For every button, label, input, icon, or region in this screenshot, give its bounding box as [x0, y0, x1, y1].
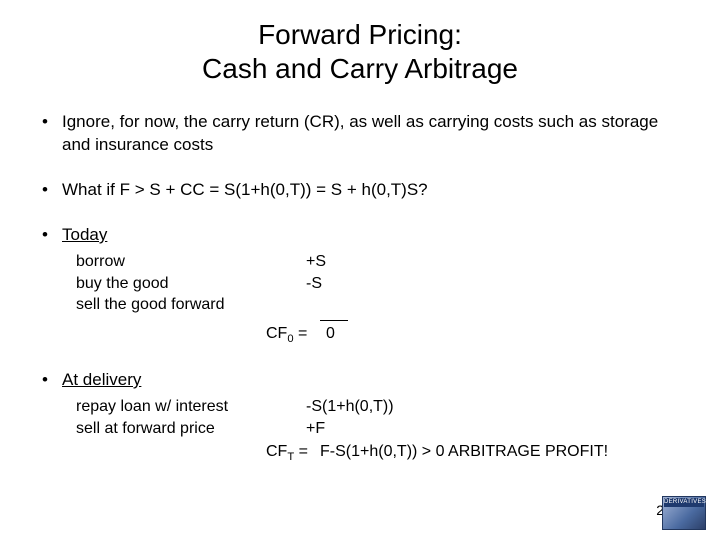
today-rule-row — [76, 316, 684, 321]
cf0-post: = — [294, 325, 308, 342]
today-buy-value: -S — [306, 273, 684, 295]
today-borrow-label: borrow — [76, 251, 306, 273]
today-row-borrow: borrow +S — [76, 251, 684, 273]
today-block: borrow +S buy the good -S sell the good … — [62, 251, 684, 347]
bullet-1: Ignore, for now, the carry return (CR), … — [36, 111, 684, 157]
bullet-list: Ignore, for now, the carry return (CR), … — [36, 111, 684, 465]
cft-post: = — [294, 443, 308, 460]
today-sellfwd-label: sell the good forward — [76, 294, 306, 316]
logo-tag-text: DERIVATIVES — [664, 498, 704, 507]
delivery-sell-label: sell at forward price — [76, 418, 306, 440]
spacer — [76, 441, 266, 465]
cf0-value: 0 — [320, 323, 684, 347]
title-line-2: Cash and Carry Arbitrage — [202, 53, 518, 84]
slide-title: Forward Pricing: Cash and Carry Arbitrag… — [36, 18, 684, 85]
bullet-2: What if F > S + CC = S(1+h(0,T)) = S + h… — [36, 179, 684, 202]
bullet-2-text: What if F > S + CC = S(1+h(0,T)) = S + h… — [62, 180, 428, 199]
today-sellfwd-value — [306, 294, 684, 316]
cf0-label: CF0 = — [266, 323, 320, 347]
today-cf-row: CF0 = 0 — [76, 323, 684, 347]
slide: Forward Pricing: Cash and Carry Arbitrag… — [0, 0, 720, 540]
cft-label: CFT = — [266, 441, 320, 465]
today-borrow-value: +S — [306, 251, 684, 273]
spacer — [76, 316, 320, 321]
cft-value: F-S(1+h(0,T)) > 0 ARBITRAGE PROFIT! — [320, 441, 684, 465]
today-row-sellfwd: sell the good forward — [76, 294, 684, 316]
title-line-1: Forward Pricing: — [258, 19, 462, 50]
cft-pre: CF — [266, 443, 287, 460]
cf0-pre: CF — [266, 325, 287, 342]
delivery-row-sell: sell at forward price +F — [76, 418, 684, 440]
bullet-1-text: Ignore, for now, the carry return (CR), … — [62, 112, 658, 154]
delivery-row-repay: repay loan w/ interest -S(1+h(0,T)) — [76, 396, 684, 418]
delivery-repay-label: repay loan w/ interest — [76, 396, 306, 418]
today-row-buy: buy the good -S — [76, 273, 684, 295]
today-heading: Today — [62, 225, 107, 244]
bullet-4-delivery: At delivery repay loan w/ interest -S(1+… — [36, 369, 684, 465]
delivery-sell-value: +F — [306, 418, 684, 440]
bullet-3-today: Today borrow +S buy the good -S sell the… — [36, 224, 684, 347]
sum-rule-icon — [320, 320, 348, 321]
delivery-cf-row: CFT = F-S(1+h(0,T)) > 0 ARBITRAGE PROFIT… — [76, 441, 684, 465]
spacer — [76, 323, 266, 347]
today-buy-label: buy the good — [76, 273, 306, 295]
delivery-heading: At delivery — [62, 370, 141, 389]
delivery-block: repay loan w/ interest -S(1+h(0,T)) sell… — [62, 396, 684, 465]
textbook-logo-icon: DERIVATIVES — [662, 496, 706, 530]
delivery-repay-value: -S(1+h(0,T)) — [306, 396, 684, 418]
